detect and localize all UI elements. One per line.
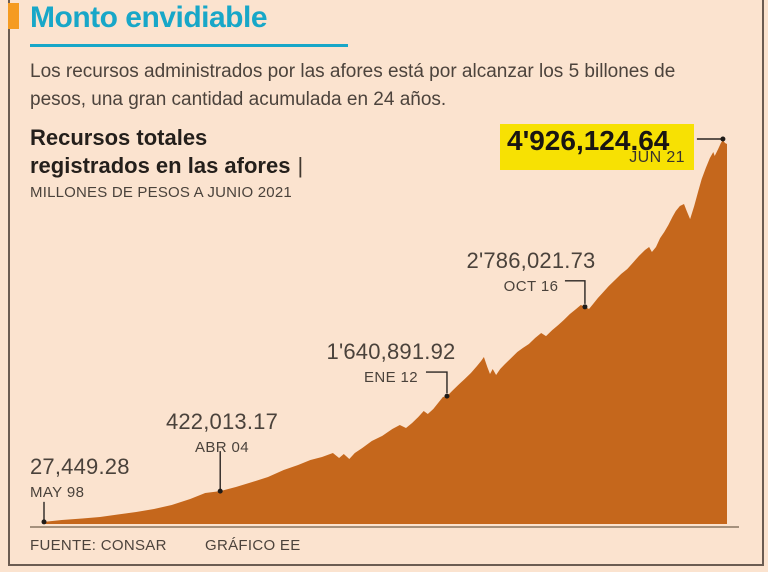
annotation-value: 422,013.17: [165, 409, 279, 434]
chart-title-line-2: registrados en las afores |: [30, 153, 304, 178]
accent-square: [8, 3, 19, 29]
chart-baseline-axis: [30, 526, 739, 528]
annotation-dot: [444, 393, 450, 399]
annotation-date: ABR 04: [194, 439, 250, 456]
annotation-may98: 27,449.28 MAY 98: [30, 454, 130, 501]
annotation-connector: [564, 280, 586, 304]
chart-unit-label: MILLONES DE PESOS A JUNIO 2021: [30, 184, 292, 201]
annotation-jun21-highlight: 4'926,124.64 JUN 21: [500, 124, 694, 170]
annotation-dot: [41, 519, 47, 525]
intro-text: Los recursos administrados por las afore…: [30, 58, 750, 114]
annotation-date: MAY 98: [30, 484, 85, 501]
page-title: Monto envidiable: [30, 1, 268, 34]
chart-footer: FUENTE: CONSAR GRÁFICO EE: [30, 537, 730, 554]
credit-label: GRÁFICO EE: [205, 537, 301, 554]
title-underline: [30, 44, 348, 47]
annotation-date: JUN 21: [629, 149, 685, 166]
annotation-abr04: 422,013.17 ABR 04: [147, 409, 297, 456]
annotation-dot: [217, 488, 223, 494]
annotation-value: 2'786,021.73: [466, 248, 596, 273]
chart-title: Recursos totales registrados en las afor…: [30, 124, 303, 180]
annotation-oct16: 2'786,021.73 OCT 16: [456, 248, 606, 295]
source-label: FUENTE: CONSAR: [30, 537, 167, 554]
area-series: [44, 140, 727, 524]
annotation-value-highlighted: 4'926,124.64: [507, 125, 670, 156]
chart-title-line-1: Recursos totales: [30, 125, 208, 150]
annotation-dot: [582, 304, 588, 310]
annotation-date: ENE 12: [363, 369, 419, 386]
annotation-value: 1'640,891.92: [326, 339, 456, 364]
title-divider-bar: |: [297, 153, 304, 178]
annotation-ene12: 1'640,891.92 ENE 12: [316, 339, 466, 386]
annotation-value: 27,449.28: [30, 454, 130, 479]
intro-line-1: Los recursos administrados por las afore…: [30, 61, 676, 82]
annotation-dot: [720, 136, 726, 142]
annotation-connector: [425, 371, 448, 394]
annotation-date: OCT 16: [503, 278, 559, 295]
intro-line-2: pesos, una gran cantidad acumulada en 24…: [30, 89, 447, 110]
